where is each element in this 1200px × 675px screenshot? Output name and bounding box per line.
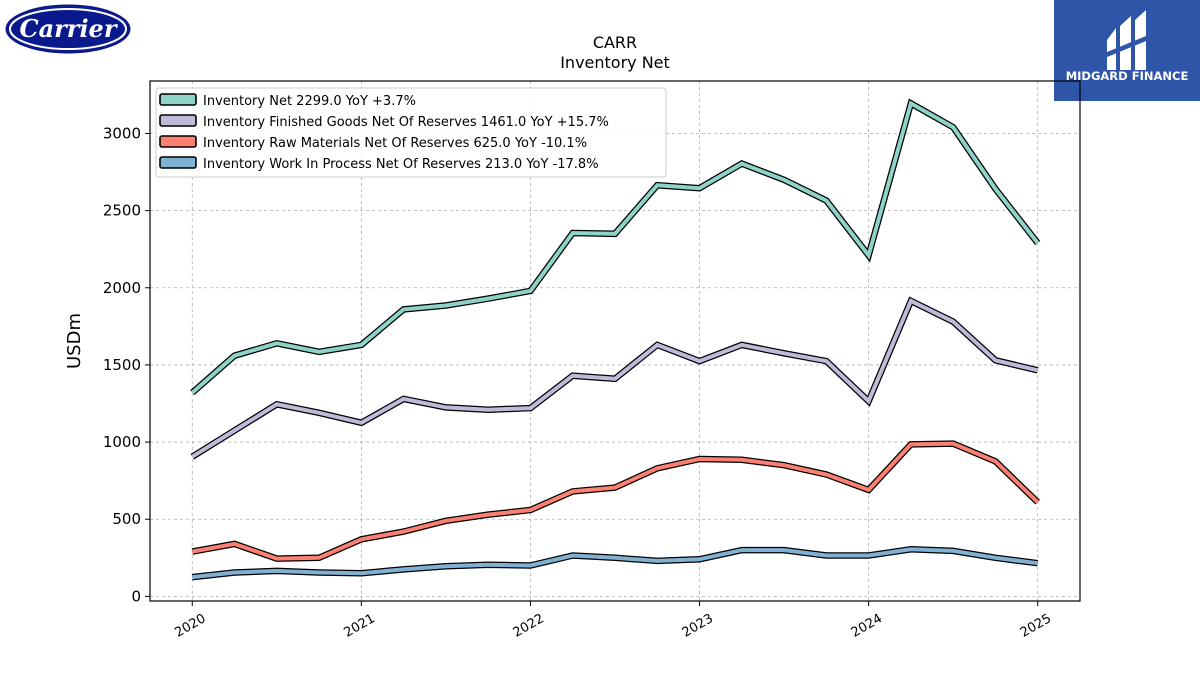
legend-box: [155, 87, 667, 178]
series-line: [191, 441, 1040, 561]
y-tick-label: 500: [112, 510, 141, 528]
legend-swatch: [159, 93, 197, 106]
midgard-finance-label: MIDGARD FINANCE: [1066, 69, 1189, 83]
y-tick-label: 2500: [103, 202, 141, 220]
series-line: [190, 100, 1040, 395]
y-axis: 0 500 1000 1500 2000 2500 3000: [103, 124, 150, 605]
y-tick-label: 2000: [103, 279, 141, 297]
midgard-finance-logo: MIDGARD FINANCE: [1054, 0, 1200, 101]
x-tick-label: 2022: [511, 611, 547, 641]
series-lines: [190, 98, 1041, 581]
y-tick-label: 0: [131, 587, 141, 605]
plot-frame: [149, 80, 1081, 602]
legend-swatch: [159, 156, 197, 169]
legend-entry: Inventory Finished Goods Net Of Reserves…: [203, 115, 609, 130]
y-axis-label: USDm: [64, 313, 85, 369]
y-tick-label: 1500: [103, 356, 141, 374]
legend-swatch: [159, 135, 197, 148]
y-tick-label: 3000: [103, 124, 141, 142]
x-tick-label: 2024: [849, 611, 885, 641]
series-line: [191, 298, 1039, 459]
x-tick-label: 2023: [680, 611, 716, 641]
legend: Inventory Net 2299.0 YoY +3.7% Inventory …: [155, 87, 667, 178]
x-axis: 2020 2021 2022 2023 2024 2025: [172, 601, 1054, 641]
legend-entry: Inventory Work In Process Net Of Reserve…: [203, 157, 599, 172]
carrier-logo-text: Carrier: [20, 14, 119, 43]
series-line: [192, 547, 1038, 580]
x-tick-label: 2020: [172, 611, 208, 641]
chart-subtitle: Inventory Net: [560, 53, 670, 72]
legend-swatch: [159, 114, 197, 127]
x-tick-label: 2021: [342, 611, 378, 641]
carrier-logo: Carrier: [5, 4, 131, 54]
x-tick-label: 2025: [1018, 611, 1054, 641]
legend-entry: Inventory Raw Materials Net Of Reserves …: [203, 136, 587, 151]
y-tick-label: 1000: [103, 433, 141, 451]
chart-title: CARR: [593, 33, 637, 52]
midgard-emblem-icon: [1107, 10, 1146, 70]
series-outline: [191, 440, 1040, 562]
legend-entry: Inventory Net 2299.0 YoY +3.7%: [203, 94, 416, 109]
